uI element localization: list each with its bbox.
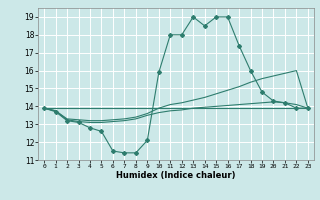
X-axis label: Humidex (Indice chaleur): Humidex (Indice chaleur) [116, 171, 236, 180]
